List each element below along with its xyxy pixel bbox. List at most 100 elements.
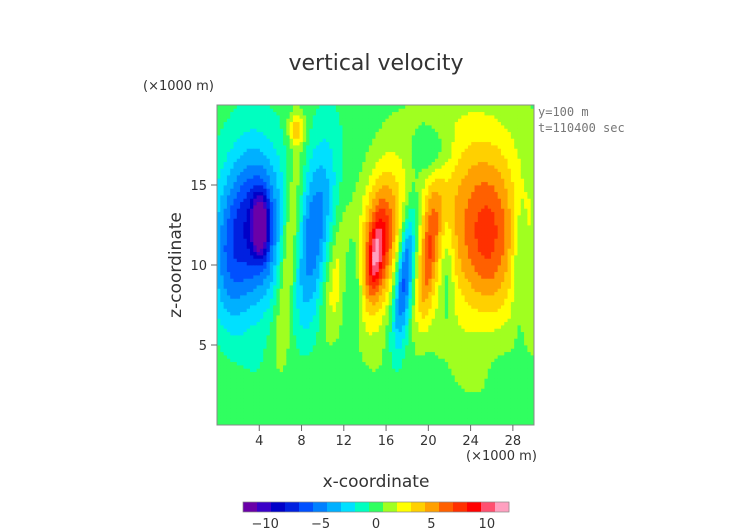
heatmap-cell bbox=[322, 241, 327, 246]
heatmap-cell bbox=[240, 278, 244, 283]
heatmap-cell bbox=[299, 158, 304, 163]
heatmap-cell bbox=[240, 155, 244, 159]
heatmap-cell bbox=[236, 178, 241, 183]
heatmap-cell bbox=[299, 308, 304, 313]
heatmap-cell bbox=[372, 328, 376, 333]
heatmap-cell bbox=[273, 305, 277, 309]
heatmap-cell bbox=[296, 308, 300, 313]
heatmap-cell bbox=[243, 165, 248, 169]
heatmap-cell bbox=[226, 161, 231, 166]
heatmap-cell bbox=[279, 298, 284, 303]
heatmap-cell bbox=[236, 348, 241, 353]
heatmap-cell bbox=[246, 195, 251, 199]
heatmap-cell bbox=[319, 108, 324, 113]
heatmap-cell bbox=[309, 258, 314, 263]
heatmap-cell bbox=[246, 121, 251, 126]
heatmap-cell bbox=[256, 251, 261, 256]
heatmap-cell bbox=[296, 421, 300, 426]
heatmap-cell bbox=[279, 398, 284, 403]
heatmap-cell bbox=[286, 275, 291, 279]
heatmap-cell bbox=[382, 148, 386, 153]
heatmap-cell bbox=[306, 141, 310, 146]
heatmap-cell bbox=[339, 361, 343, 366]
heatmap-cell bbox=[286, 235, 291, 239]
heatmap-cell bbox=[309, 348, 314, 353]
heatmap-cell bbox=[240, 255, 244, 259]
heatmap-cell bbox=[362, 205, 366, 209]
heatmap-cell bbox=[329, 178, 333, 183]
heatmap-cell bbox=[289, 205, 294, 209]
heatmap-cell bbox=[306, 215, 310, 219]
heatmap-cell bbox=[349, 421, 353, 426]
heatmap-cell bbox=[220, 241, 224, 246]
heatmap-cell bbox=[226, 115, 231, 119]
heatmap-cell bbox=[292, 311, 297, 316]
heatmap-cell bbox=[345, 401, 350, 406]
heatmap-cell bbox=[266, 331, 271, 336]
heatmap-cell bbox=[319, 185, 324, 189]
heatmap-cell bbox=[246, 305, 251, 309]
heatmap-cell bbox=[312, 155, 317, 159]
heatmap-cell bbox=[259, 191, 264, 196]
heatmap-cell bbox=[362, 355, 366, 359]
heatmap-cell bbox=[322, 228, 327, 233]
heatmap-cell bbox=[302, 361, 307, 366]
heatmap-cell bbox=[223, 131, 228, 136]
heatmap-cell bbox=[332, 105, 337, 109]
heatmap-cell bbox=[253, 125, 258, 129]
heatmap-cell bbox=[342, 421, 347, 426]
heatmap-cell bbox=[259, 261, 264, 266]
heatmap-cell bbox=[269, 335, 274, 339]
heatmap-cell bbox=[236, 265, 241, 269]
heatmap-cell bbox=[279, 338, 284, 343]
heatmap-cell bbox=[246, 181, 251, 186]
heatmap-cell bbox=[335, 411, 340, 416]
heatmap-cell bbox=[365, 281, 370, 286]
heatmap-cell bbox=[302, 168, 307, 173]
heatmap-cell bbox=[319, 165, 324, 169]
heatmap-cell bbox=[220, 288, 224, 293]
heatmap-cell bbox=[246, 275, 251, 279]
heatmap-cell bbox=[217, 118, 221, 123]
heatmap-cell bbox=[286, 361, 291, 366]
heatmap-cell bbox=[279, 218, 284, 223]
heatmap-cell bbox=[246, 261, 251, 266]
heatmap-cell bbox=[246, 378, 251, 383]
heatmap-cell bbox=[335, 221, 340, 226]
heatmap-cell bbox=[335, 191, 340, 196]
heatmap-cell bbox=[339, 131, 343, 136]
heatmap-cell bbox=[309, 358, 314, 363]
heatmap-cell bbox=[312, 358, 317, 363]
heatmap-cell bbox=[266, 155, 271, 159]
heatmap-cell bbox=[302, 291, 307, 296]
heatmap-cell bbox=[266, 255, 271, 259]
heatmap-cell bbox=[365, 288, 370, 293]
heatmap-cell bbox=[259, 271, 264, 276]
heatmap-cell bbox=[292, 265, 297, 269]
heatmap-cell bbox=[276, 265, 281, 269]
heatmap-cell bbox=[322, 361, 327, 366]
heatmap-cell bbox=[329, 155, 333, 159]
heatmap-cell bbox=[276, 395, 281, 399]
heatmap-cell bbox=[322, 178, 327, 183]
heatmap-cell bbox=[240, 211, 244, 216]
heatmap-cell bbox=[339, 385, 343, 389]
heatmap-cell bbox=[263, 338, 267, 343]
heatmap-cell bbox=[246, 381, 251, 386]
heatmap-cell bbox=[352, 205, 357, 209]
heatmap-cell bbox=[362, 148, 366, 153]
heatmap-cell bbox=[368, 115, 373, 119]
heatmap-cell bbox=[240, 218, 244, 223]
heatmap-cell bbox=[352, 135, 357, 139]
heatmap-cell bbox=[332, 298, 337, 303]
heatmap-cell bbox=[263, 361, 267, 366]
heatmap-cell bbox=[223, 215, 228, 219]
heatmap-cell bbox=[378, 278, 383, 283]
heatmap-cell bbox=[266, 401, 271, 406]
heatmap-cell bbox=[358, 221, 363, 226]
heatmap-cell bbox=[269, 241, 274, 246]
heatmap-cell bbox=[382, 421, 386, 426]
heatmap-cell bbox=[283, 281, 287, 286]
heatmap-cell bbox=[339, 338, 343, 343]
heatmap-cell bbox=[342, 351, 347, 356]
